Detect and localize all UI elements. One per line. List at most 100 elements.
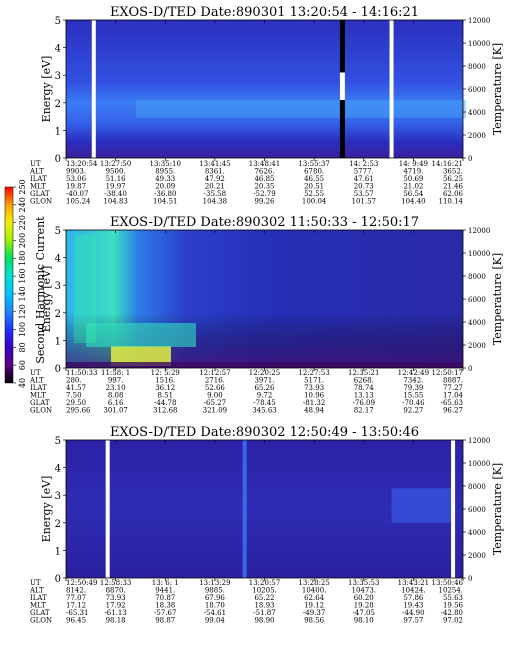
y-tick-label: 2 <box>55 519 61 530</box>
table-cell: 78.74 <box>354 384 375 392</box>
table-cell: 29.50 <box>66 399 86 407</box>
table-cell: 10.96 <box>304 392 325 400</box>
table-cell: 4719. <box>403 168 423 176</box>
table-row-label: MLT <box>30 183 46 191</box>
y-right-tick-label: 10000 <box>468 40 490 48</box>
y-tick-label: 2 <box>55 309 61 320</box>
data-gap <box>91 20 96 158</box>
table-cell: 12:35:21 <box>348 369 379 377</box>
table-cell: 18.70 <box>205 602 225 610</box>
table-cell: 60.20 <box>354 594 374 602</box>
table-cell: -54.61 <box>204 609 226 617</box>
data-gap <box>389 20 394 158</box>
table-row-label: GLAT <box>30 190 50 198</box>
heatmap-area <box>66 230 463 368</box>
table-cell: -65.63 <box>441 399 463 407</box>
table-cell: 13:13:29 <box>199 579 230 587</box>
panel-2: EXOS-D/TED Date:890302 11:50:33 - 12:50:… <box>29 215 504 415</box>
table-row-label: GLON <box>30 617 52 625</box>
y-right-tick-label: 12000 <box>468 227 490 235</box>
y-right-tick-label: 6000 <box>468 296 486 304</box>
table-cell: 20.35 <box>254 183 274 191</box>
y-right-tick-label: 4000 <box>468 109 486 117</box>
table-cell: 53.06 <box>66 175 87 183</box>
y-tick-label: 1 <box>55 336 61 347</box>
table-cell: 8870. <box>106 587 126 595</box>
table-cell: 47.92 <box>205 175 225 183</box>
table-cell: 295.66 <box>66 407 91 415</box>
table-cell: 13:35:10 <box>150 160 181 168</box>
y-right-tick-label: 8000 <box>468 483 486 491</box>
panel-1: EXOS-D/TED Date:890301 13:20:54 - 14:16:… <box>29 5 504 206</box>
heatmap-field <box>66 20 463 158</box>
table-cell: 99.04 <box>205 617 226 625</box>
heatmap-area <box>66 440 463 578</box>
table-cell: -40.07 <box>66 190 88 198</box>
y-right-tick-label: 8000 <box>468 273 486 281</box>
table-cell: 62.64 <box>304 594 325 602</box>
colorbar-label: Second Harmonic Current <box>34 216 47 364</box>
table-cell: 5171. <box>304 377 324 385</box>
table-cell: 13:41:45 <box>199 160 230 168</box>
table-cell: 96.27 <box>443 407 463 415</box>
table-cell: 19.43 <box>403 602 423 610</box>
table-row-label: GLAT <box>30 609 50 617</box>
table-cell: 345.63 <box>252 407 277 415</box>
table-cell: 10254. <box>439 587 464 595</box>
table-cell: 12:20:25 <box>249 369 280 377</box>
y-tick-label: 3 <box>55 71 61 82</box>
table-cell: 13:28:25 <box>298 579 329 587</box>
table-row-label: ALT <box>29 377 44 385</box>
table-cell: 3971. <box>254 377 274 385</box>
heatmap-streak <box>242 440 247 578</box>
table-cell: 73.93 <box>106 594 126 602</box>
table-cell: 20.21 <box>205 183 225 191</box>
table-cell: 10424. <box>401 587 426 595</box>
table-cell: 13: 6: 1 <box>152 579 179 587</box>
y-tick-label: 2 <box>55 99 61 110</box>
heatmap-area <box>66 20 466 158</box>
panel-3: EXOS-D/TED Date:890302 12:50:49 - 13:50:… <box>29 425 504 625</box>
colorbar-tick-label: 60 <box>18 360 27 370</box>
colorbar-tick-label: 100 <box>18 322 27 337</box>
table-cell: 49.33 <box>155 175 175 183</box>
y-axis-label: Energy [eV] <box>40 476 53 543</box>
table-cell: 7342. <box>403 377 423 385</box>
table-cell: 62.06 <box>443 190 464 198</box>
table-cell: 57.86 <box>403 594 424 602</box>
table-cell: 301.07 <box>103 407 128 415</box>
table-cell: 2716. <box>205 377 225 385</box>
table-cell: 8955. <box>155 168 175 176</box>
orbit-table: UTALTILATMLTGLATGLON13:20:549903.53.0619… <box>29 160 464 206</box>
y-right-tick-label: 6000 <box>468 506 486 514</box>
table-cell: 14: 2:53 <box>349 160 378 168</box>
table-cell: -65.27 <box>204 399 226 407</box>
table-cell: 12:50:49 <box>66 579 97 587</box>
y-right-tick-label: 4000 <box>468 319 486 327</box>
table-cell: 18.93 <box>254 602 274 610</box>
table-cell: 11:50:33 <box>66 369 97 377</box>
table-cell: 13:20:54 <box>66 160 98 168</box>
table-cell: 10205. <box>252 587 277 595</box>
table-cell: 13:48:41 <box>249 160 280 168</box>
table-cell: -61.13 <box>104 609 126 617</box>
colorbar-ticks: 40 60 80 100 120 140 160 180 200 220 240 250 <box>13 179 27 388</box>
table-cell: 19.28 <box>354 602 374 610</box>
table-cell: 92.27 <box>403 407 423 415</box>
table-cell: 14:16:21 <box>432 160 463 168</box>
table-cell: 6268. <box>354 377 374 385</box>
colorbar-tick-label: 40 <box>18 378 27 388</box>
y-right-axis-label: Temperature [K] <box>491 43 504 135</box>
table-cell: 13:43:21 <box>398 579 429 587</box>
y-tick-label: 5 <box>55 16 61 27</box>
table-cell: 55.63 <box>443 594 463 602</box>
table-cell: 12:50:17 <box>432 369 463 377</box>
table-cell: 8361. <box>205 168 225 176</box>
table-cell: 12:42:49 <box>398 369 429 377</box>
table-cell: 6.16 <box>108 399 124 407</box>
table-cell: 17.92 <box>106 602 126 610</box>
y-tick-label: 5 <box>55 226 61 237</box>
y-right-tick-label: 10000 <box>468 250 490 258</box>
table-cell: 8087. <box>443 377 463 385</box>
table-cell: 321.09 <box>203 407 228 415</box>
